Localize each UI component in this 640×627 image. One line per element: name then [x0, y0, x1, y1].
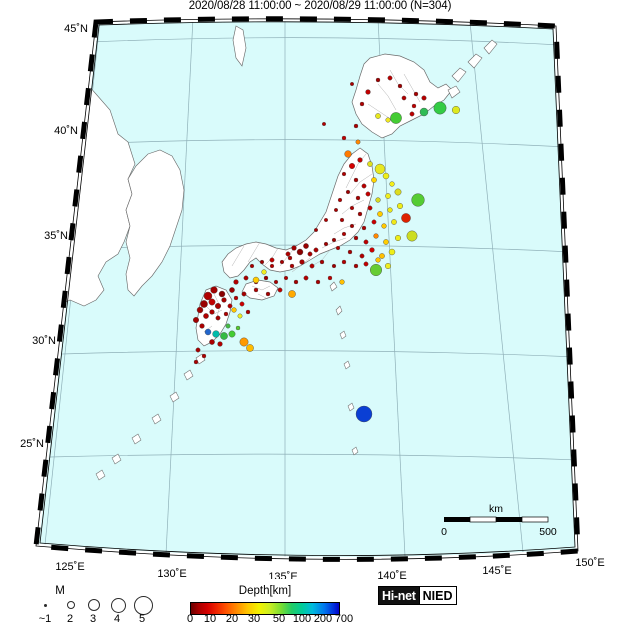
lat-label-45: 45˚N: [64, 23, 88, 35]
depth-tick-700: 700: [334, 613, 354, 625]
magnitude-label-4: 4: [113, 613, 121, 625]
scale-bar-unit: km: [489, 503, 503, 515]
lon-label-150: 150˚E: [575, 557, 604, 569]
depth-tick-0: 0: [186, 613, 194, 625]
depth-tick-30: 30: [247, 613, 261, 625]
land-ryukyu: [95, 353, 206, 481]
depth-colorbar-gradient: [191, 603, 339, 614]
lon-label-140: 140˚E: [377, 570, 406, 579]
land-korea: [125, 149, 185, 297]
scale-bar: km 0 500: [441, 503, 557, 538]
page-title: 2020/08/28 11:00:00 ~ 2020/08/29 11:00:0…: [188, 0, 452, 12]
scale-bar-max: 500: [539, 526, 557, 538]
map-svg[interactable]: km 0 500 45˚N 40˚N 35˚N 30˚N 25˚N 125˚E …: [0, 14, 640, 579]
magnitude-label-2: 2: [66, 613, 74, 625]
depth-colorbar: [190, 602, 340, 615]
latitude-labels: 45˚N 40˚N 35˚N 30˚N 25˚N: [20, 23, 88, 450]
lat-label-25: 25˚N: [20, 438, 44, 450]
land-honshu: [221, 147, 375, 279]
land-kurils: [447, 39, 498, 99]
lat-label-30: 30˚N: [32, 335, 56, 347]
lon-label-130: 130˚E: [157, 568, 186, 579]
depth-tick-50: 50: [272, 613, 286, 625]
depth-tick-200: 200: [313, 613, 333, 625]
magnitude-symbol-5: [134, 596, 153, 615]
depth-tick-20: 20: [225, 613, 239, 625]
map-frame: [33, 16, 581, 562]
hinet-nied-logo[interactable]: Hi-net NIED: [378, 586, 457, 605]
depth-legend-title: Depth[km]: [238, 585, 292, 597]
magnitude-legend-symbols: [0, 596, 153, 615]
logo-hinet: Hi-net: [379, 587, 419, 604]
magnitude-label-5: 5: [138, 613, 146, 625]
longitude-labels: 125˚E 130˚E 135˚E 140˚E 145˚E 150˚E: [55, 557, 604, 579]
depth-colorbar-ticks: 0 10 20 30 50 100 200 700: [182, 613, 353, 627]
lon-label-135: 135˚E: [268, 571, 297, 579]
magnitude-symbol-3: [88, 599, 100, 611]
magnitude-symbol-2: [67, 601, 75, 609]
ocean-background: [36, 18, 578, 560]
lat-label-40: 40˚N: [54, 125, 78, 137]
earthquake-markers[interactable]: [192, 75, 461, 423]
magnitude-legend-title: M: [55, 585, 65, 597]
logo-nied: NIED: [418, 587, 456, 604]
lat-label-35: 35˚N: [44, 230, 68, 242]
magnitude-symbol-4: [111, 597, 126, 613]
lon-label-145: 145˚E: [482, 565, 511, 577]
magnitude-label-1: ~1: [38, 613, 52, 625]
depth-tick-100: 100: [292, 613, 312, 625]
land-sakhalin: [232, 25, 247, 67]
land-izu-bonin: [329, 281, 359, 456]
magnitude-label-3: 3: [89, 613, 97, 625]
magnitude-legend-labels: ~1 2 3 4 5: [0, 613, 145, 627]
magnitude-symbol-1: [44, 604, 47, 607]
seismicity-map[interactable]: km 0 500 45˚N 40˚N 35˚N 30˚N 25˚N 125˚E …: [0, 14, 640, 579]
scale-bar-min: 0: [441, 526, 447, 538]
depth-tick-10: 10: [203, 613, 217, 625]
lon-label-125: 125˚E: [55, 561, 84, 573]
